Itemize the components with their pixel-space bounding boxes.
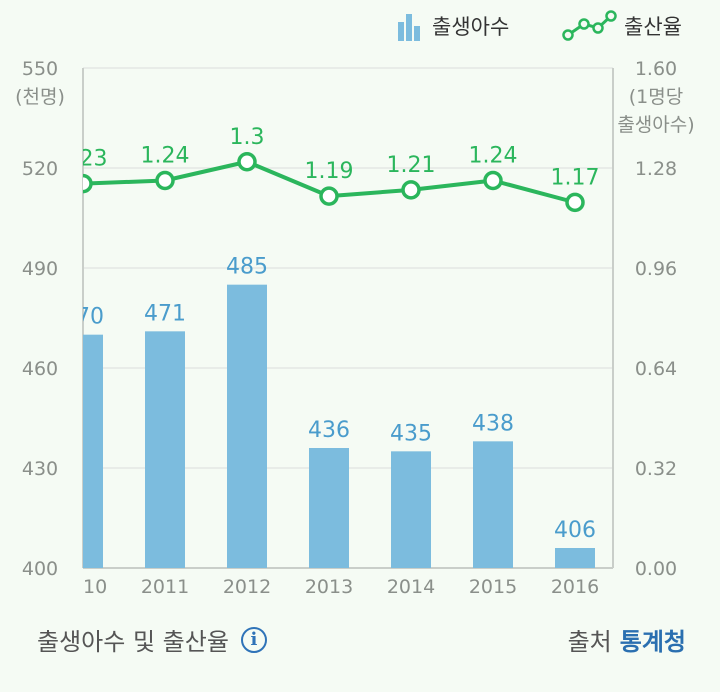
source: 출처 통계청: [568, 622, 686, 657]
bar-2011: [145, 331, 185, 568]
x-tick-label: 2011: [141, 576, 189, 598]
source-link[interactable]: 통계청: [619, 628, 686, 656]
rate-label-2010: 1.23: [59, 147, 108, 172]
bar-label-2010: 470: [62, 305, 104, 330]
x-tick-label: 2016: [551, 576, 599, 598]
left-tick-label: 490: [22, 258, 58, 280]
source-prefix: 출처: [567, 628, 612, 656]
right-tick-label: 0.00: [635, 558, 677, 580]
left-tick-label: 400: [22, 558, 58, 580]
left-axis: 400 430 460 490 520 550: [22, 58, 58, 580]
legend-bar-icon: [398, 14, 420, 41]
bar-2016: [555, 548, 595, 568]
rate-label-2011: 1.24: [141, 144, 190, 169]
left-tick-label: 430: [22, 458, 58, 480]
bar-label-2014: 435: [390, 421, 432, 446]
rate-label-2015: 1.24: [469, 144, 518, 169]
bar-label-2011: 471: [144, 301, 186, 326]
rate-label-2014: 1.21: [387, 153, 436, 178]
right-tick-label: 1.28: [635, 158, 677, 180]
legend-line-icon: [562, 10, 617, 41]
right-axis-unit-line2: 출생아수): [617, 114, 694, 136]
rate-label-2012: 1.3: [230, 125, 265, 150]
left-tick-label: 520: [22, 158, 58, 180]
footer: 출생아수 및 출산율 i 출처 통계청: [0, 622, 720, 662]
rate-point-2012: [237, 152, 257, 172]
bar-labels: 470 471 485 436 435 438 406: [62, 255, 596, 543]
x-tick-label: 2013: [305, 576, 353, 598]
bar-label-2013: 436: [308, 418, 350, 443]
right-tick-label: 0.32: [635, 458, 677, 480]
right-axis: 0.00 0.32 0.64 0.96 1.28 1.60: [635, 58, 677, 580]
bar-2015: [473, 441, 513, 568]
chart-caption: 출생아수 및 출산율 i: [37, 622, 267, 657]
rate-label-2013: 1.19: [305, 159, 354, 184]
bar-2010: [83, 334, 103, 568]
x-axis: 2010 2011 2012 2013 2014 2015 2016: [59, 576, 599, 598]
left-axis-unit: (천명): [15, 86, 65, 108]
rate-point-2015: [483, 170, 503, 191]
left-tick-label: 460: [22, 358, 58, 380]
legend: 출생아수 출산율: [398, 10, 682, 41]
legend-line-label: 출산율: [624, 15, 682, 39]
bar-label-2015: 438: [472, 411, 514, 436]
chart: 출생아수 출산율 400 430 460 490 520 550 0.00 0.32 0.64…: [15, 10, 695, 598]
x-tick-label: 2010: [59, 576, 107, 598]
rate-point-2011: [155, 170, 175, 191]
rate-point-2016: [565, 192, 585, 213]
bar-2013: [309, 448, 349, 568]
x-tick-label: 2012: [223, 576, 271, 598]
legend-bar-label: 출생아수: [432, 15, 509, 39]
info-icon[interactable]: i: [240, 626, 267, 653]
line-series: 1.23 1.24 1.3 1.19 1.21 1.24 1.17: [59, 125, 600, 213]
bar-series: [83, 284, 595, 568]
x-tick-label: 2014: [387, 576, 435, 598]
right-tick-label: 0.96: [635, 258, 677, 280]
right-tick-label: 0.64: [635, 358, 677, 380]
rate-point-2014: [401, 180, 421, 200]
right-tick-label: 1.60: [635, 58, 677, 80]
x-tick-label: 2015: [469, 576, 517, 598]
right-axis-unit-line1: (1명당: [629, 86, 683, 108]
rate-point-2010: [83, 173, 93, 194]
bar-label-2012: 485: [226, 255, 268, 280]
bar-2012: [227, 284, 267, 568]
bar-label-2016: 406: [554, 518, 596, 543]
rate-point-2013: [319, 186, 339, 206]
chart-caption-text: 출생아수 및 출산율: [37, 628, 229, 656]
rate-label-2016: 1.17: [551, 165, 600, 190]
bar-2014: [391, 451, 431, 568]
left-tick-label: 550: [22, 58, 58, 80]
